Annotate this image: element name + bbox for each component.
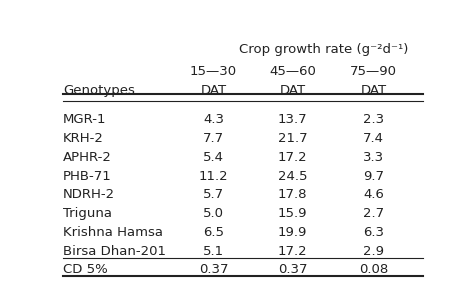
Text: MGR-1: MGR-1 [63,113,107,127]
Text: Krishna Hamsa: Krishna Hamsa [63,226,163,239]
Text: Crop growth rate (g⁻²d⁻¹): Crop growth rate (g⁻²d⁻¹) [239,42,409,56]
Text: APHR-2: APHR-2 [63,151,112,164]
Text: Birsa Dhan-201: Birsa Dhan-201 [63,245,166,258]
Text: 0.37: 0.37 [199,263,228,277]
Text: CD 5%: CD 5% [63,263,108,277]
Text: 21.7: 21.7 [278,132,307,145]
Text: 24.5: 24.5 [278,170,307,183]
Text: 2.3: 2.3 [363,113,384,127]
Text: 4.6: 4.6 [363,188,384,201]
Text: 15.9: 15.9 [278,207,307,220]
Text: 17.8: 17.8 [278,188,307,201]
Text: 5.7: 5.7 [203,188,224,201]
Text: 11.2: 11.2 [199,170,228,183]
Text: DAT: DAT [360,84,386,97]
Text: Triguna: Triguna [63,207,112,220]
Text: 7.4: 7.4 [363,132,384,145]
Text: 19.9: 19.9 [278,226,307,239]
Text: 0.37: 0.37 [278,263,307,277]
Text: 17.2: 17.2 [278,151,307,164]
Text: 2.7: 2.7 [363,207,384,220]
Text: 45—60: 45—60 [269,65,316,78]
Text: 15—30: 15—30 [190,65,237,78]
Text: 6.5: 6.5 [203,226,224,239]
Text: 75—90: 75—90 [350,65,397,78]
Text: 5.1: 5.1 [203,245,224,258]
Text: 0.08: 0.08 [359,263,388,277]
Text: 6.3: 6.3 [363,226,384,239]
Text: 3.3: 3.3 [363,151,384,164]
Text: 17.2: 17.2 [278,245,307,258]
Text: DAT: DAT [201,84,227,97]
Text: 2.9: 2.9 [363,245,384,258]
Text: 7.7: 7.7 [203,132,224,145]
Text: DAT: DAT [280,84,306,97]
Text: PHB-71: PHB-71 [63,170,112,183]
Text: 4.3: 4.3 [203,113,224,127]
Text: 13.7: 13.7 [278,113,307,127]
Text: Genotypes: Genotypes [63,84,135,97]
Text: 5.0: 5.0 [203,207,224,220]
Text: 9.7: 9.7 [363,170,384,183]
Text: 5.4: 5.4 [203,151,224,164]
Text: KRH-2: KRH-2 [63,132,104,145]
Text: NDRH-2: NDRH-2 [63,188,115,201]
